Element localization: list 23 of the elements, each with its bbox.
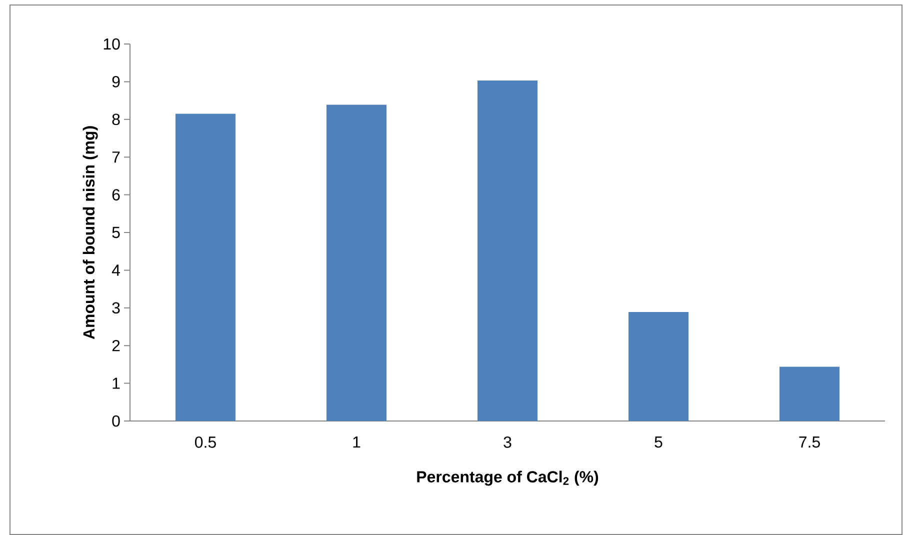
bar — [779, 366, 840, 421]
bar — [326, 104, 386, 421]
y-tick-label: 0 — [112, 415, 120, 427]
bar — [628, 312, 688, 421]
y-tick-label: 8 — [112, 114, 120, 126]
x-tick-label: 3 — [504, 436, 512, 448]
x-tick-label: 7.5 — [799, 436, 820, 448]
y-tick-label: 1 — [112, 378, 120, 389]
x-tick-label: 5 — [654, 436, 662, 448]
bar — [176, 114, 236, 421]
y-tick-label: 2 — [112, 340, 120, 352]
x-axis-title: Percentage of CaCl$_{2}$ (%) — [417, 470, 598, 486]
x-tick-label: 1 — [353, 436, 360, 448]
y-axis-title: Amount of bound nisin (mg) — [82, 126, 98, 340]
y-tick-label: 10 — [104, 38, 120, 50]
y-tick-label: 4 — [112, 264, 120, 276]
x-tick-label: 0.5 — [195, 436, 216, 448]
y-tick-label: 3 — [112, 302, 120, 314]
y-tick-label: 9 — [112, 76, 120, 88]
y-tick-label: 6 — [112, 189, 120, 200]
y-tick-label: 5 — [112, 226, 120, 238]
y-tick-label: 7 — [112, 152, 120, 163]
bar — [478, 80, 538, 421]
